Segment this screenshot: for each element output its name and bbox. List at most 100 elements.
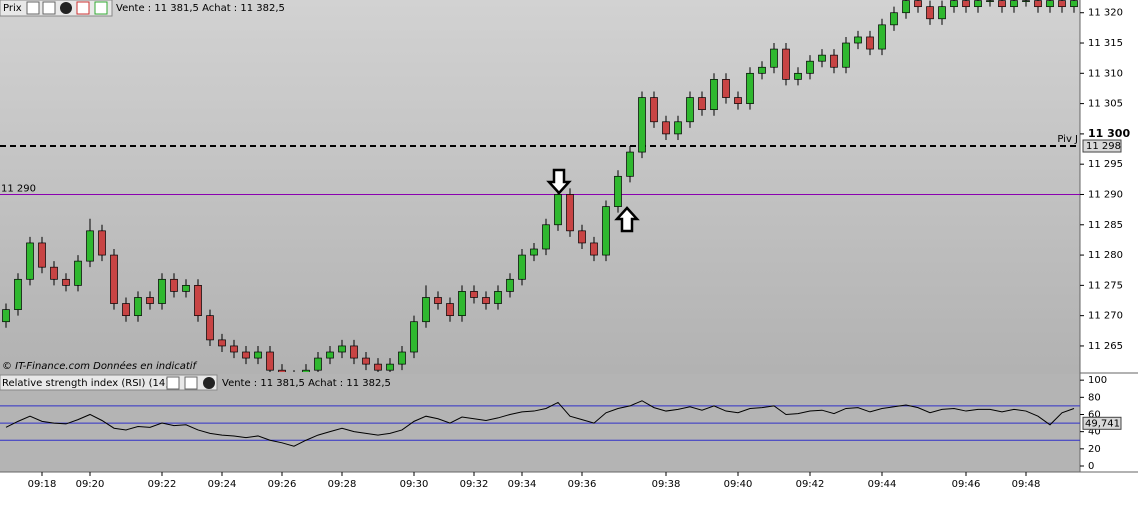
candle-body — [434, 297, 442, 304]
x-tick-label: 09:26 — [268, 479, 297, 490]
candle-body — [470, 291, 478, 298]
candle-body — [266, 351, 274, 371]
candle-body — [494, 291, 502, 304]
y-tick-label: 11 290 — [1088, 189, 1123, 200]
candle-body — [26, 242, 34, 280]
y-tick-label: 11 305 — [1088, 99, 1123, 110]
x-tick-label: 09:18 — [28, 479, 57, 490]
candle-body — [794, 72, 802, 80]
y-tick-label: 11 300 — [1088, 127, 1130, 140]
candle-body — [902, 0, 910, 14]
candle-body — [98, 230, 106, 256]
candle-body — [626, 151, 634, 177]
tool-button[interactable] — [94, 1, 108, 15]
candle-body — [1058, 0, 1066, 8]
candle-body — [746, 72, 754, 104]
candle-body — [50, 266, 58, 280]
y-tick-label: 11 275 — [1088, 280, 1123, 291]
candle-body — [926, 6, 934, 20]
candle-body — [14, 278, 22, 310]
candle-body — [818, 54, 826, 62]
y-tick-label: 40 — [1088, 427, 1101, 438]
candle-body — [134, 297, 142, 317]
candle-body — [1034, 0, 1042, 8]
panel-title: Prix — [3, 3, 22, 14]
candle-body — [110, 254, 118, 304]
candle-body — [698, 97, 706, 111]
close-button[interactable] — [203, 377, 215, 389]
x-tick-label: 09:30 — [400, 479, 429, 490]
candle-body — [374, 363, 382, 371]
y-tick-label: 11 285 — [1088, 220, 1123, 231]
candle-body — [170, 278, 178, 292]
candle-body — [1046, 0, 1054, 8]
candle-body — [362, 357, 370, 365]
candle-body — [278, 369, 286, 372]
candle-body — [758, 66, 766, 74]
level-name: Piv J — [1057, 134, 1078, 145]
candle-body — [1022, 0, 1030, 2]
y-tick-label: 11 265 — [1088, 341, 1123, 352]
candle-body — [38, 242, 46, 268]
candle-body — [998, 0, 1006, 8]
candle-body — [254, 351, 262, 359]
candle-body — [62, 278, 70, 286]
x-tick-label: 09:24 — [208, 479, 237, 490]
x-tick-label: 09:44 — [868, 479, 897, 490]
candle-body — [662, 121, 670, 135]
candle-body — [482, 297, 490, 304]
candle-body — [674, 121, 682, 135]
value-label: 49,741 — [1085, 418, 1120, 429]
candle-body — [230, 345, 238, 353]
candle-body — [770, 48, 778, 68]
arrow-up — [614, 206, 640, 233]
candle-body — [914, 0, 922, 8]
x-tick-label: 09:36 — [568, 479, 597, 490]
x-tick-label: 09:22 — [148, 479, 177, 490]
value-box — [1082, 416, 1122, 430]
candle-body — [410, 321, 418, 353]
tool-button[interactable] — [26, 1, 40, 15]
price-toolbar: Prix Vente : 11 381,5 Achat : 11 382,5 — [0, 0, 285, 17]
candle-body — [314, 357, 322, 371]
quote: Vente : 11 381,5 Achat : 11 382,5 — [222, 378, 391, 389]
tool-button[interactable] — [166, 376, 180, 390]
candle-body — [614, 175, 622, 207]
candle-body — [602, 206, 610, 256]
candle-body — [338, 345, 346, 353]
x-tick-label: 09:38 — [652, 479, 681, 490]
candle-body — [242, 351, 250, 359]
close-button[interactable] — [60, 2, 72, 14]
y-tick-label: 11 280 — [1088, 250, 1123, 261]
x-tick-label: 09:34 — [508, 479, 537, 490]
candle-body — [458, 291, 466, 317]
x-tick-label: 09:42 — [796, 479, 825, 490]
tool-button[interactable] — [184, 376, 198, 390]
candle-body — [638, 97, 646, 153]
candle-body — [122, 303, 130, 317]
x-tick-label: 09:46 — [952, 479, 981, 490]
candle-body — [350, 345, 358, 359]
candle-body — [962, 0, 970, 8]
tool-button[interactable] — [42, 1, 56, 15]
candle-body — [950, 0, 958, 8]
y-tick-label: 11 310 — [1088, 68, 1123, 79]
y-tick-label: 11 295 — [1088, 159, 1123, 170]
price-panel — [0, 0, 1080, 372]
candle-body — [686, 97, 694, 123]
y-tick-label: 11 320 — [1088, 8, 1123, 19]
candle-body — [530, 248, 538, 256]
candle-body — [158, 278, 166, 304]
x-tick-label: 09:40 — [724, 479, 753, 490]
candle-body — [578, 230, 586, 244]
candle-body — [518, 254, 526, 280]
arrow-down — [546, 168, 572, 195]
candle-body — [650, 97, 658, 123]
panel-title: Relative strength index (RSI) (14) — [2, 378, 169, 389]
candle-body — [854, 36, 862, 44]
candle-body — [398, 351, 406, 365]
tool-button[interactable] — [76, 1, 90, 15]
level-label: 11 290 — [1, 183, 36, 194]
